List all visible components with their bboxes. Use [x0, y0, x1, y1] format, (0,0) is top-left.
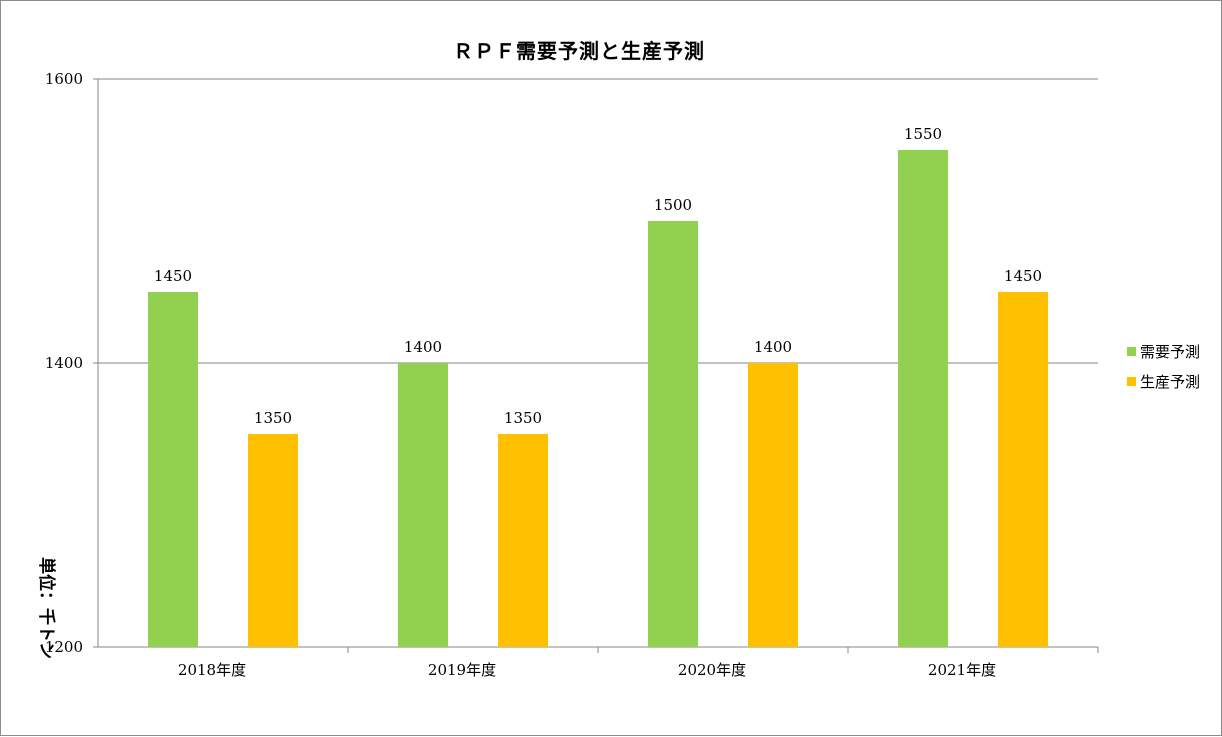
data-label: 1450	[1004, 267, 1042, 285]
y-tick-label: 1400	[45, 354, 83, 372]
data-label: 1350	[254, 409, 292, 427]
tick-labels: 1200 1400 1600 2018年度 2019年度 2020年度 2021年度	[45, 70, 996, 679]
bar	[148, 292, 198, 647]
y-tick-label: 1600	[45, 70, 83, 88]
data-label: 1350	[504, 409, 542, 427]
x-tick-label: 2021年度	[928, 661, 996, 679]
chart-title: ＲＰＦ需要予測と生産予測	[453, 39, 705, 63]
legend-swatch	[1127, 377, 1136, 386]
bar	[998, 292, 1048, 647]
legend-swatch	[1127, 347, 1136, 356]
x-tick-label: 2019年度	[428, 661, 496, 679]
data-label: 1500	[654, 196, 692, 214]
bar	[898, 150, 948, 647]
legend-entry: 需要予測	[1140, 343, 1200, 361]
x-tick-label: 2018年度	[178, 661, 246, 679]
bar	[648, 221, 698, 647]
data-labels: 1450 1350 1400 1350 1500 1400 1550 1450	[154, 125, 1042, 427]
data-label: 1400	[404, 338, 442, 356]
data-label: 1450	[154, 267, 192, 285]
bar	[248, 434, 298, 647]
legend-entry: 生産予測	[1140, 373, 1200, 391]
bar	[498, 434, 548, 647]
bar	[748, 363, 798, 647]
bars	[148, 150, 1048, 647]
x-tick-label: 2020年度	[678, 661, 746, 679]
bar	[398, 363, 448, 647]
y-axis-label: 単位：千トン	[36, 557, 57, 659]
y-tick-label: 1200	[45, 638, 83, 656]
data-label: 1400	[754, 338, 792, 356]
data-label: 1550	[904, 125, 942, 143]
